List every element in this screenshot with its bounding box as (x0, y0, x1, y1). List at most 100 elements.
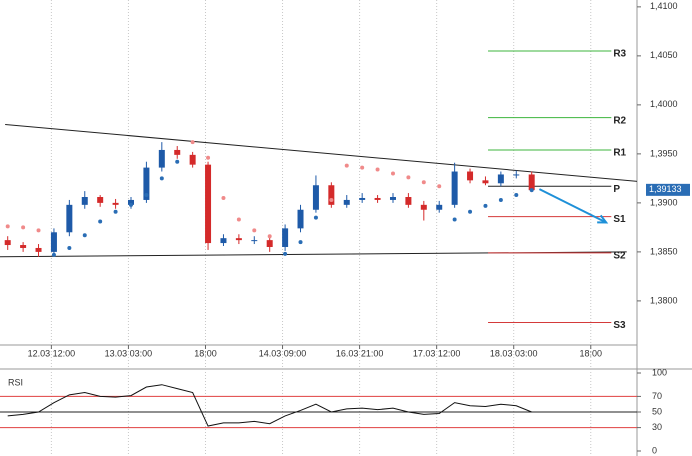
sar-dot (298, 240, 303, 245)
candle-body (35, 247, 42, 252)
y-tick-label: 0 (652, 445, 657, 455)
pivot-label: R3 (613, 49, 626, 60)
pivot-label: R2 (613, 115, 626, 126)
candle-body (343, 199, 350, 205)
candle-body (4, 240, 11, 246)
sar-dot (529, 188, 534, 193)
candle-body (97, 197, 104, 203)
sar-dot (67, 245, 72, 250)
sar-dot (175, 159, 180, 164)
candle-body (374, 197, 381, 200)
candle-body (497, 174, 504, 184)
y-tick-label: 1,3900 (650, 197, 678, 207)
candle-body (297, 209, 304, 229)
x-tick-label: 18:00 (580, 348, 603, 358)
sar-dot (437, 184, 442, 189)
forecast-arrow (538, 188, 607, 224)
sar-dot (452, 217, 457, 222)
candle-body (158, 149, 165, 168)
pivot-label: R1 (613, 148, 626, 159)
sar-dot (144, 193, 149, 198)
sar-dot (98, 219, 103, 224)
sar-dot (21, 225, 26, 230)
sar-dot (51, 252, 56, 257)
y-tick-label: 1,4000 (650, 99, 678, 109)
x-tick-label: 17.03 12:00 (413, 348, 461, 358)
candle-body (389, 197, 396, 200)
candle-body (81, 197, 88, 205)
sar-dot (514, 193, 519, 198)
last-price-box (646, 183, 690, 196)
candle-body (451, 171, 458, 205)
sar-dot (236, 217, 241, 222)
sar-dot (36, 228, 41, 233)
sar-dot (313, 215, 318, 220)
sar-dot (5, 224, 10, 229)
sar-dot (344, 163, 349, 168)
last-price-label: 1,39133 (649, 184, 682, 194)
y-tick-label: 50 (652, 406, 662, 416)
sar-dot (82, 233, 87, 238)
pivot-label: S1 (613, 214, 626, 225)
sar-dot (483, 203, 488, 208)
candle-body (405, 197, 412, 205)
x-tick-label: 12.03 12:00 (28, 348, 76, 358)
candle-body (20, 245, 27, 248)
candle-body (66, 204, 73, 233)
y-tick-label: 1,3950 (650, 148, 678, 158)
candle-body (112, 202, 119, 205)
sar-dot (375, 167, 380, 172)
candle-body (528, 174, 535, 191)
candle-body (174, 149, 181, 155)
candle-body (50, 232, 57, 252)
x-tick-label: 14.03 09:00 (259, 348, 307, 358)
pivot-label: S3 (613, 320, 626, 331)
pivot-label: S2 (613, 251, 626, 262)
candle-body (436, 204, 443, 210)
candle-body (420, 204, 427, 210)
x-tick-label: 13.03 03:00 (105, 348, 153, 358)
candle-body (282, 228, 289, 247)
candle-body (251, 240, 258, 242)
candle-body (205, 164, 212, 244)
y-tick-label: 1,4050 (650, 50, 678, 60)
sar-dot (221, 195, 226, 200)
pivot-label: P (613, 184, 620, 195)
sar-dot (206, 155, 211, 160)
y-tick-label: 1,3850 (650, 246, 678, 256)
y-tick-label: 1,3800 (650, 295, 678, 305)
sar-dot (113, 209, 118, 214)
sar-dot (283, 251, 288, 256)
candle-body (359, 197, 366, 200)
candle-body (189, 154, 196, 165)
sar-dot (252, 228, 257, 233)
y-tick-label: 1,4100 (650, 1, 678, 11)
candle-body (482, 180, 489, 184)
sar-dot (498, 197, 503, 202)
y-tick-label: 70 (652, 391, 662, 401)
candle-body (220, 238, 227, 244)
y-tick-label: 30 (652, 422, 662, 432)
x-tick-label: 16.03 21:00 (336, 348, 384, 358)
sar-dot (159, 176, 164, 181)
candle-body (143, 167, 150, 200)
sar-dot (329, 197, 334, 202)
arrow-head (597, 214, 609, 224)
candle-body (235, 238, 242, 241)
candle-body (467, 171, 474, 181)
candle-body (328, 185, 335, 205)
x-tick-label: 18:00 (194, 348, 217, 358)
candle-body (312, 185, 319, 210)
y-tick-label: 100 (652, 367, 667, 377)
sar-dot (128, 202, 133, 207)
rsi-line (7, 384, 532, 427)
sar-dot (406, 175, 411, 180)
sar-dot (390, 171, 395, 176)
candle-body (127, 199, 134, 205)
sar-dot (468, 209, 473, 214)
rsi-title: RSI (8, 377, 23, 387)
sar-dot (421, 180, 426, 185)
x-tick-label: 18.03 03:00 (490, 348, 538, 358)
